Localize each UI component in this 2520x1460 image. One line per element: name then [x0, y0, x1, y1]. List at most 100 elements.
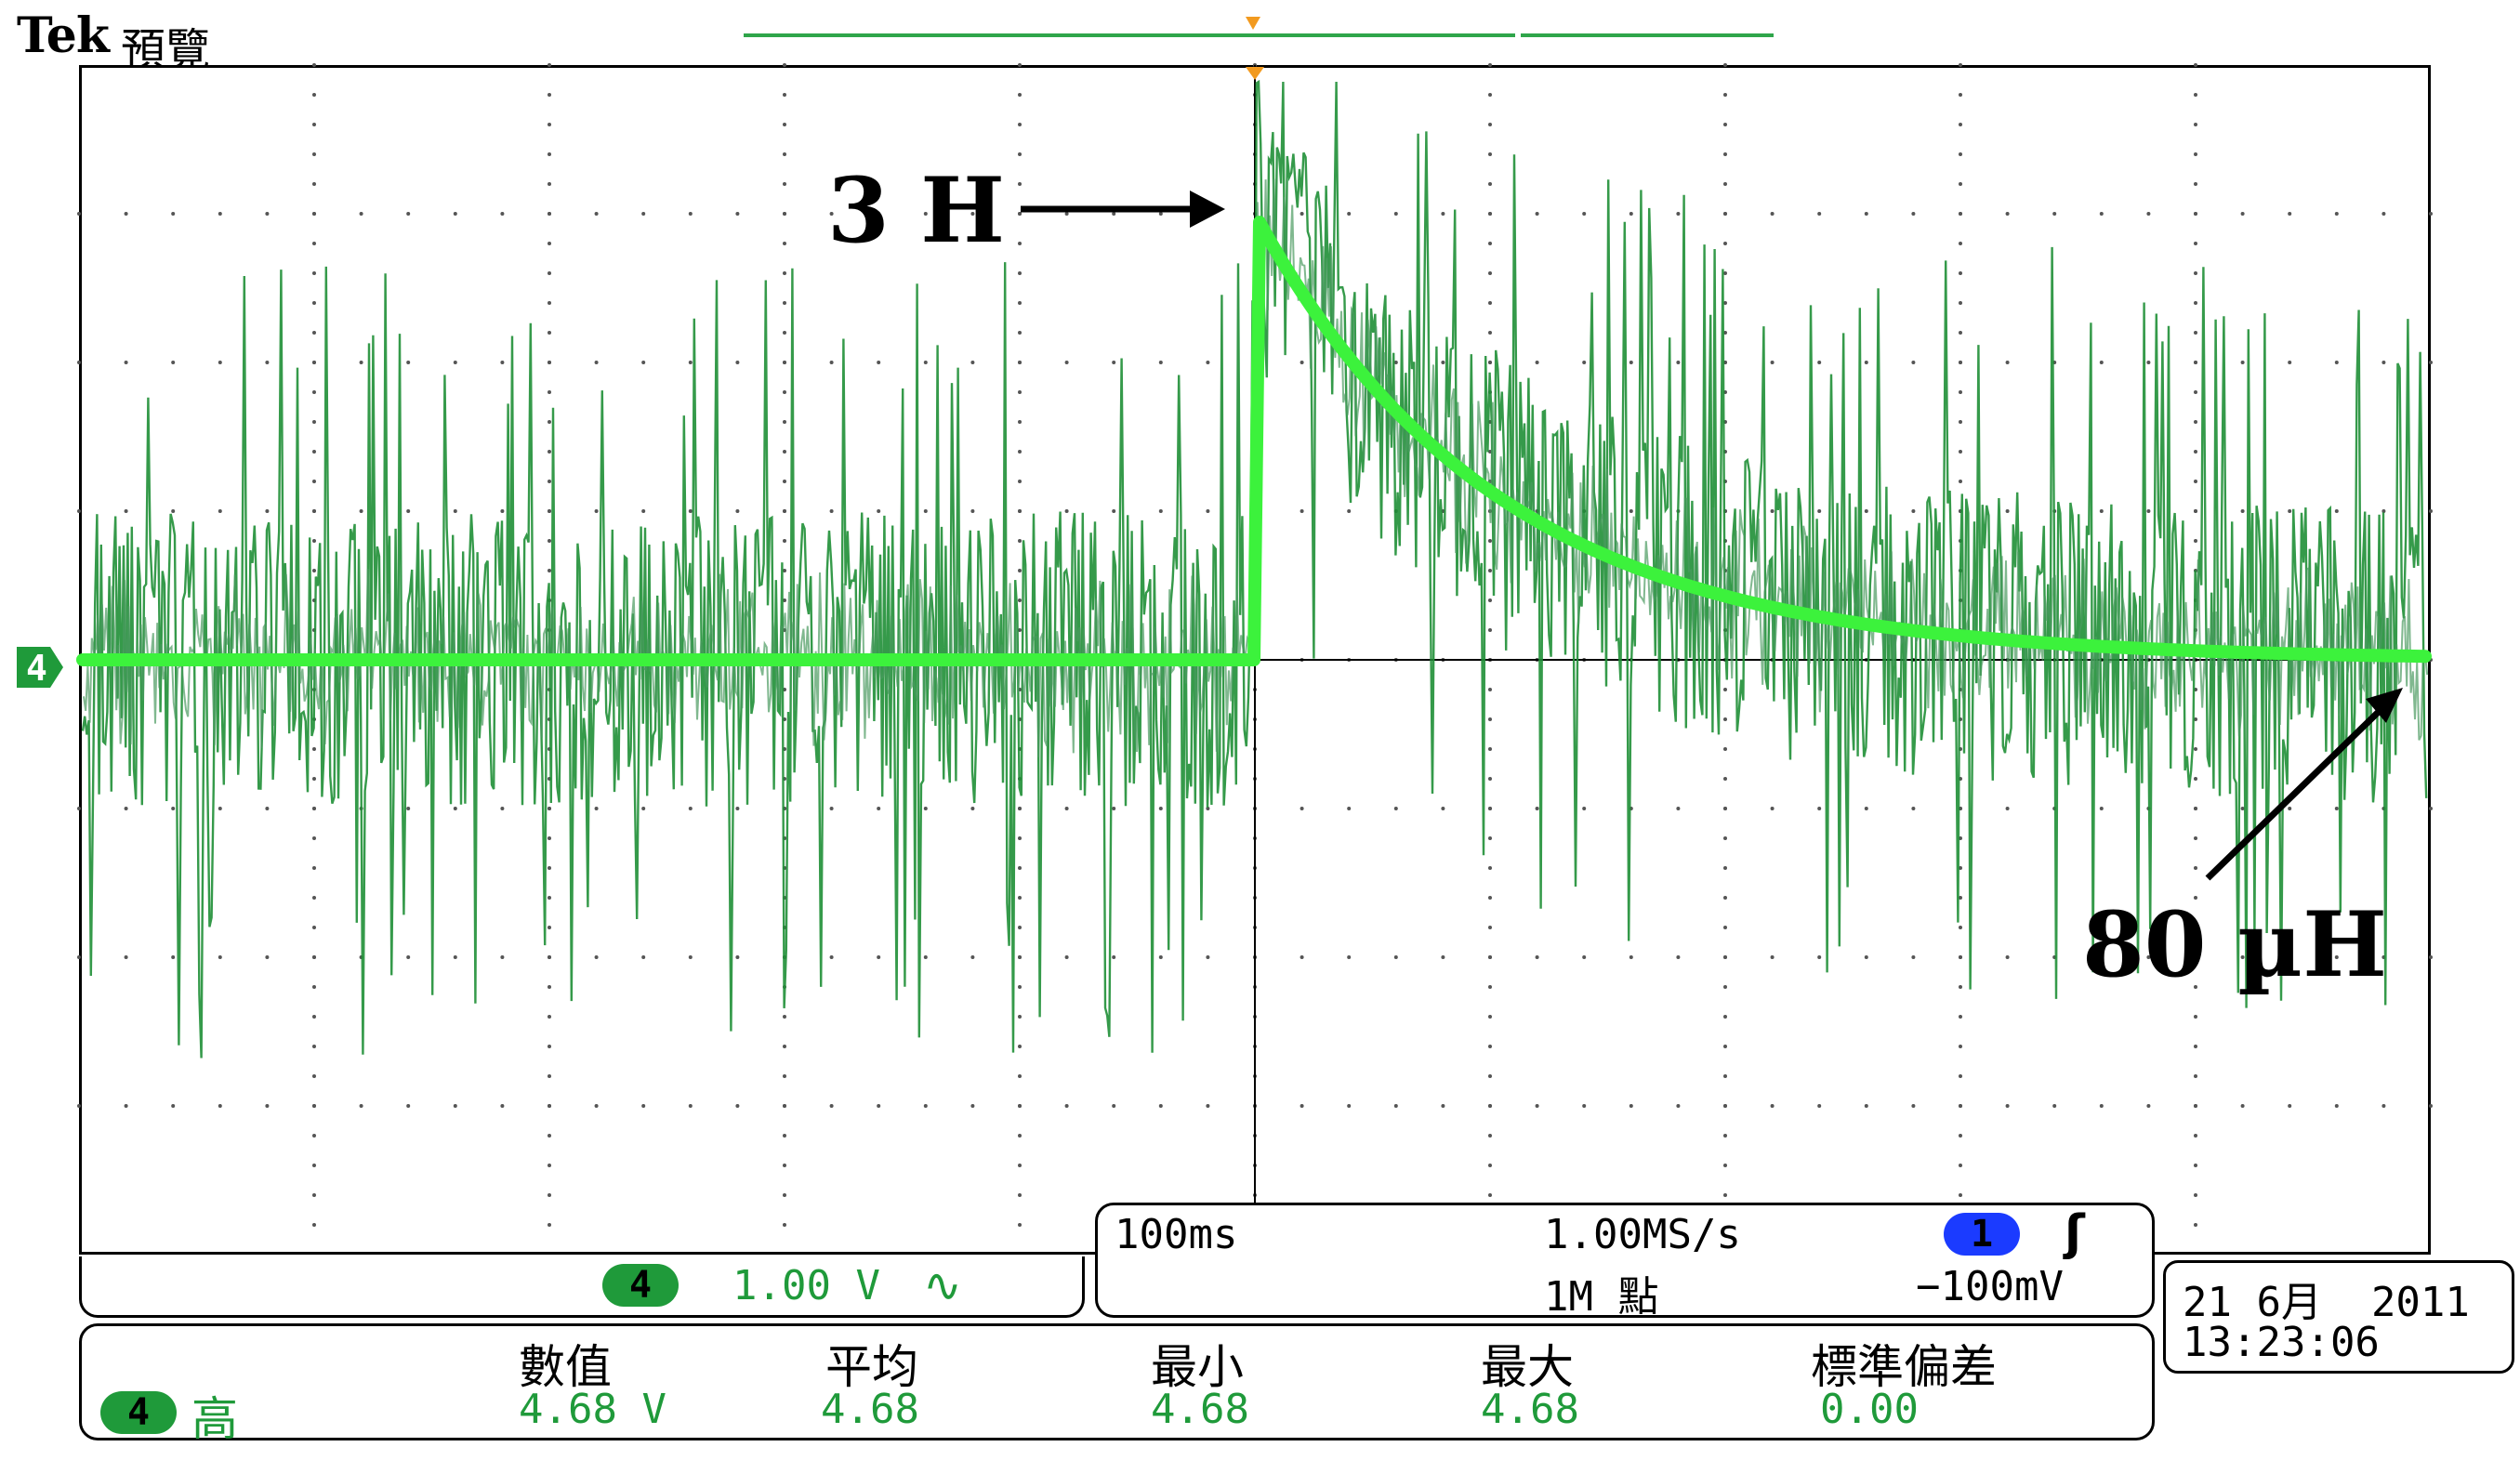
grid-dot — [2194, 539, 2197, 543]
grid-dot — [312, 242, 316, 245]
grid-dot — [1959, 450, 1962, 454]
grid-dot — [500, 955, 505, 959]
grid-dot — [1959, 1074, 1962, 1078]
grid-dot — [923, 212, 928, 216]
grid-dot — [923, 807, 928, 810]
trigger-source-badge: 1 — [1944, 1213, 2020, 1256]
grid-dot — [2288, 807, 2292, 810]
grid-dot — [970, 212, 975, 216]
grid-dot — [594, 509, 599, 513]
grid-dot — [1959, 331, 1962, 335]
grid-dot — [124, 955, 128, 959]
record-length-value: 1M 點 — [1544, 1273, 1659, 1321]
grid-dot — [548, 331, 551, 335]
grid-dot — [171, 361, 176, 364]
grid-dot — [1959, 896, 1962, 900]
grid-dot — [1911, 1104, 1916, 1108]
grid-dot — [1158, 212, 1163, 216]
grid-dot — [2240, 509, 2245, 513]
grid-dot — [1535, 1104, 1539, 1108]
grid-dot — [1018, 509, 1022, 513]
grid-dot — [77, 361, 81, 364]
grid-dot — [312, 450, 316, 454]
grid-dot — [1959, 212, 1962, 216]
grid-dot — [171, 509, 176, 513]
grid-dot — [1959, 93, 1962, 97]
grid-dot — [783, 182, 786, 186]
grid-dot — [1300, 955, 1304, 959]
grid-dot — [1158, 361, 1163, 364]
date-value: 21 6月 2011 — [2183, 1279, 2470, 1326]
grid-dot — [1723, 93, 1727, 97]
measurement-col-value: 4.68 V — [519, 1386, 666, 1433]
grid-dot — [2288, 212, 2292, 216]
measurement-col-value: 4.68 — [1151, 1386, 1249, 1433]
grid-dot — [312, 985, 316, 989]
grid-dot — [2005, 807, 2010, 810]
grid-dot — [1064, 807, 1069, 810]
grid-dot — [1488, 212, 1492, 216]
grid-dot — [1723, 747, 1727, 751]
measurement-type-label: 高 — [191, 1392, 238, 1446]
grid-dot — [1676, 212, 1681, 216]
grid-dot — [2005, 212, 2010, 216]
grid-dot — [171, 1104, 176, 1108]
measurement-panel[interactable]: 4 高 數值 4.68 V 平均 4.68 最小 4.68 最大 4.68 標準… — [79, 1323, 2155, 1446]
grid-dot — [548, 1045, 551, 1048]
grid-dot — [1018, 361, 1022, 364]
grid-dot — [2381, 509, 2386, 513]
grid-dot — [2194, 480, 2197, 483]
grid-dot — [2194, 1193, 2197, 1197]
grid-dot — [594, 361, 599, 364]
grid-dot — [1018, 450, 1022, 454]
grid-dot — [312, 569, 316, 572]
grid-dot — [594, 212, 599, 216]
channel-scale-panel[interactable]: 4 1.00 V ∿ — [79, 1256, 1085, 1318]
grid-dot — [548, 985, 551, 989]
grid-dot — [1112, 509, 1116, 513]
grid-dot — [1064, 212, 1069, 216]
grid-dot — [1488, 747, 1492, 751]
grid-dot — [218, 361, 222, 364]
grid-dot — [2334, 1104, 2339, 1108]
grid-dot — [2194, 777, 2197, 781]
grid-dot — [265, 212, 270, 216]
grid-dot — [548, 420, 551, 424]
grid-dot — [548, 1164, 551, 1167]
grid-dot — [1488, 866, 1492, 870]
grid-dot — [171, 955, 176, 959]
acquisition-panel[interactable]: 100ms 1.00MS/s 1M 點 1 ʃ −100mV — [1095, 1203, 2155, 1321]
grid-dot — [1676, 1104, 1681, 1108]
grid-dot — [1347, 955, 1352, 959]
grid-dot — [1723, 212, 1727, 216]
grid-dot — [453, 509, 457, 513]
grid-dot — [1723, 836, 1727, 840]
grid-dot — [312, 331, 316, 335]
grid-dot — [312, 1164, 316, 1167]
grid-dot — [312, 301, 316, 305]
trigger-slope-icon: ʃ — [2065, 1205, 2085, 1261]
channel-4-ground-marker-icon[interactable]: 4 — [17, 643, 65, 691]
annotation-80uh: 80 µH — [2082, 892, 2387, 997]
grid-dot — [1817, 1104, 1822, 1108]
grid-dot — [1911, 361, 1916, 364]
grid-dot — [688, 212, 693, 216]
grid-dot — [1723, 777, 1727, 781]
sample-rate-value: 1.00MS/s — [1544, 1211, 1741, 1258]
grid-dot — [312, 1104, 316, 1108]
grid-dot — [312, 361, 316, 364]
mean-trace — [76, 216, 2432, 666]
grid-dot — [1959, 390, 1962, 394]
grid-dot — [1723, 1074, 1727, 1078]
grid-dot — [171, 212, 176, 216]
grid-dot — [406, 807, 411, 810]
grid-dot — [1018, 182, 1022, 186]
grid-dot — [783, 539, 786, 543]
grid-dot — [783, 1074, 786, 1078]
grid-dot — [1770, 212, 1775, 216]
grid-dot — [1959, 63, 1962, 67]
channel-badge: 4 — [602, 1264, 679, 1307]
grid-dot — [1441, 212, 1445, 216]
grid-dot — [1959, 361, 1962, 364]
